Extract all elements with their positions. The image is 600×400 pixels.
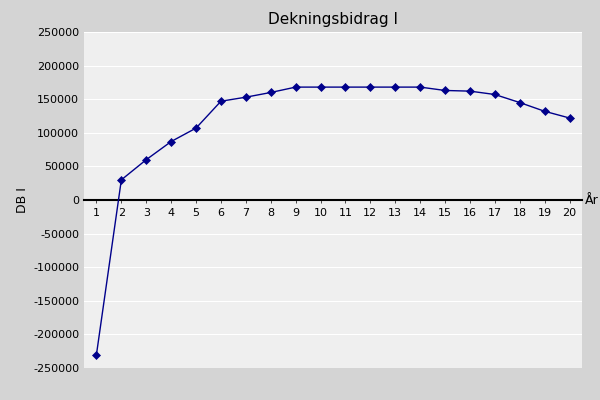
Y-axis label: DB I: DB I	[16, 187, 29, 213]
Title: Dekningsbidrag I: Dekningsbidrag I	[268, 12, 398, 27]
Text: År: År	[584, 194, 598, 206]
